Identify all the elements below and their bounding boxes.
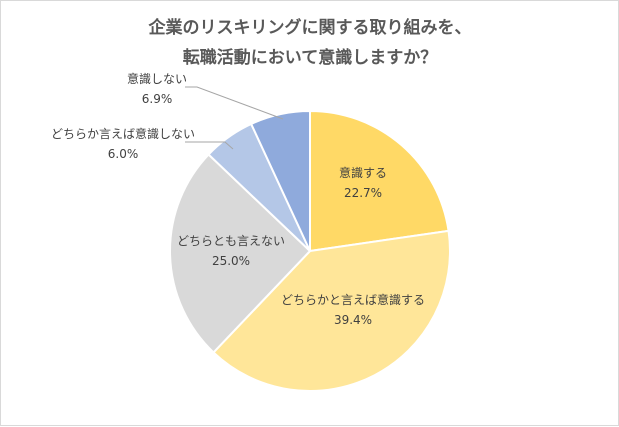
leader-lines xyxy=(185,86,284,150)
slice-label-5: 意識しない xyxy=(127,71,187,86)
slice-label-3: どちらとも言えない xyxy=(177,234,285,248)
slice-value-2: 39.4% xyxy=(334,313,372,327)
slice-label-4: どちらか言えば意識しない xyxy=(51,126,195,141)
slice-value-5: 6.9% xyxy=(142,92,173,106)
pie-slices xyxy=(169,109,451,393)
slice-value-1: 22.7% xyxy=(344,186,382,200)
leader-line-5 xyxy=(185,86,284,120)
pie-slice-3 xyxy=(169,153,312,354)
pie-slice-1 xyxy=(309,109,450,253)
data-labels: 意識する 22.7% どちらかと言えば意識する 39.4% どちらとも言えない 25.0%… xyxy=(51,71,425,327)
slice-value-3: 25.0% xyxy=(212,254,250,268)
chart-title-line-1: 企業のリスキリングに関する取り組みを、 xyxy=(148,17,472,38)
slice-label-2: どちらかと言えば意識する xyxy=(281,292,425,307)
pie-slice-2 xyxy=(212,229,451,393)
slice-label-1: 意識する xyxy=(339,165,387,180)
pie-slice-5 xyxy=(249,109,311,252)
chart-title-line-2: 転職活動において意識しますか？ xyxy=(183,47,438,68)
slice-value-4: 6.0% xyxy=(108,147,139,161)
leader-line-4 xyxy=(185,141,234,150)
